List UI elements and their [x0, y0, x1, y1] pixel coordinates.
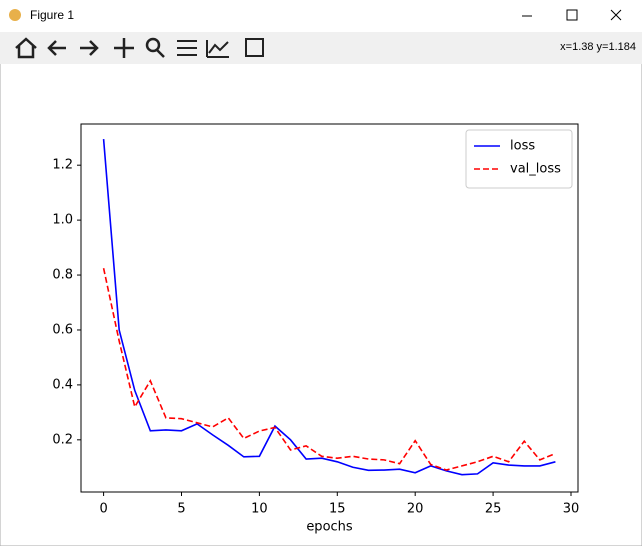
plot: 0 5 10 15 20 25 30 0.2 0.4 0.6 0.8 1.0 1.2 epochs loss… — [52, 123, 580, 535]
title-bar — [0, 0, 642, 32]
y-tick-label: 0.4 — [52, 377, 73, 392]
x-tick-label: 15 — [329, 502, 346, 517]
y-tick-label: 1.2 — [52, 158, 73, 173]
y-tick-label: 1.0 — [52, 213, 73, 228]
x-tick-label: 30 — [563, 502, 580, 517]
x-tick-label: 25 — [485, 502, 502, 517]
back-button[interactable] — [47, 40, 66, 56]
y-tick-label: 0.2 — [52, 432, 73, 447]
plot-frame — [80, 123, 579, 493]
app-icon — [9, 9, 21, 21]
y-tick-label: 0.6 — [52, 322, 73, 337]
x-tick-label: 20 — [407, 502, 424, 517]
maximize-button[interactable] — [566, 9, 578, 21]
zoom-handle — [156, 49, 165, 58]
edit-button[interactable] — [206, 40, 229, 58]
legend-label: loss — [510, 139, 535, 154]
toolbar — [0, 32, 642, 64]
save-button[interactable] — [245, 38, 264, 57]
x-axis-label: epochs — [306, 520, 353, 535]
forward-button[interactable] — [80, 40, 99, 56]
zoom-button[interactable] — [145, 37, 161, 53]
pan-button[interactable] — [114, 38, 134, 58]
x-tick-label: 5 — [177, 502, 185, 517]
y-tick-label: 0.8 — [52, 268, 73, 283]
home-button[interactable] — [15, 37, 37, 59]
line-series — [102, 268, 556, 471]
coordinates: x=1.38 y=1.184 — [560, 41, 636, 53]
configure-button[interactable] — [177, 40, 197, 56]
x-tick-label: 10 — [251, 502, 268, 517]
close-button[interactable] — [610, 9, 622, 21]
window-title: Figure 1 — [30, 8, 74, 22]
x-tick-label: 0 — [99, 502, 107, 517]
line-series — [102, 139, 556, 476]
legend — [465, 129, 573, 189]
legend-label: val_loss — [510, 162, 561, 177]
